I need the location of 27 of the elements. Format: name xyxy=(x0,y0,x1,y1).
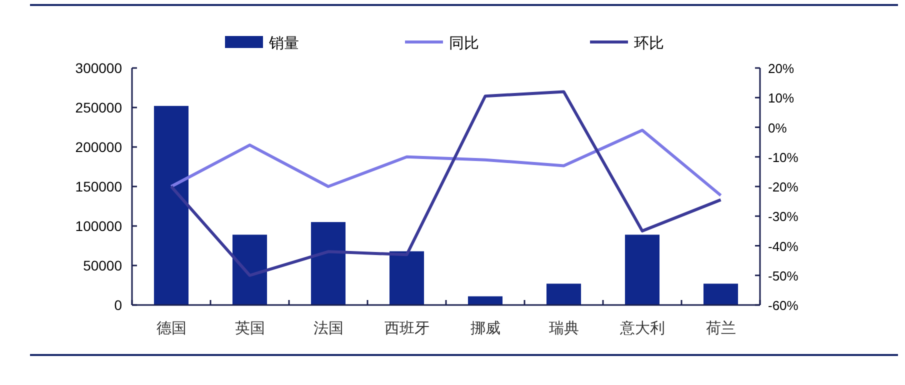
x-tick-label: 意大利 xyxy=(618,320,665,337)
x-tick-label: 西班牙 xyxy=(384,320,430,337)
y2-tick-label: -30% xyxy=(768,209,799,224)
y-tick-label: 250000 xyxy=(75,100,122,116)
legend-label: 同比 xyxy=(449,35,479,52)
legend-label: 销量 xyxy=(268,35,299,52)
y2-tick-label: -50% xyxy=(768,268,799,284)
legend-label: 环比 xyxy=(634,35,664,52)
x-tick-label: 法国 xyxy=(313,320,344,337)
y2-tick-label: 20% xyxy=(768,61,794,76)
y2-tick-label: 10% xyxy=(768,90,794,106)
y-tick-label: 200000 xyxy=(75,139,122,155)
x-tick-label: 瑞典 xyxy=(548,320,579,337)
x-tick-label: 挪威 xyxy=(470,320,500,337)
y-tick-label: 0 xyxy=(114,297,122,313)
x-tick-label: 英国 xyxy=(234,320,265,337)
y-tick-label: 150000 xyxy=(75,178,122,194)
y2-tick-label: -20% xyxy=(768,180,799,194)
y2-tick-label: -60% xyxy=(768,298,799,313)
y-tick-label: 50000 xyxy=(83,258,122,274)
x-tick-label: 德国 xyxy=(156,320,186,337)
y2-tick-label: 0% xyxy=(768,120,788,136)
y2-tick-label: -40% xyxy=(768,238,799,254)
y2-tick-label: -10% xyxy=(768,150,799,165)
y-tick-label: 100000 xyxy=(75,218,122,234)
y-tick-label: 300000 xyxy=(75,60,122,76)
x-tick-label: 荷兰 xyxy=(706,320,736,337)
